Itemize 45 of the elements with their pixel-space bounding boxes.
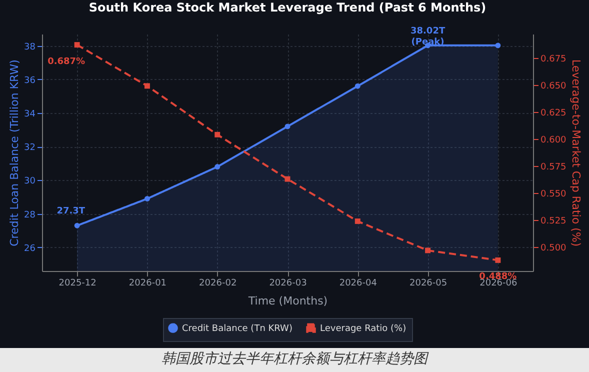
- point: [495, 42, 501, 48]
- y2-tick-label: 0.500: [540, 244, 567, 254]
- x-tick-label: 2025-12: [58, 278, 96, 288]
- point: [284, 176, 290, 182]
- y2-tick-label: 0.600: [540, 135, 567, 146]
- y-tick-label: 28: [24, 210, 36, 220]
- point: [495, 257, 501, 263]
- x-tick-label: 2026-03: [269, 278, 307, 288]
- point: [425, 248, 431, 254]
- y2-tick-label: 0.650: [540, 81, 567, 92]
- y-tick-label: 26: [24, 244, 36, 254]
- y-tick-label: 38: [24, 42, 36, 52]
- x-tick-label: 2026-05: [409, 278, 448, 288]
- point: [354, 218, 360, 224]
- y-tick-label: 30: [24, 176, 36, 187]
- y2-tick-label: 0.625: [540, 108, 566, 118]
- text: 韩国股市过去半年杠杆余额与杠杆率趋势图: [160, 350, 430, 369]
- point: [144, 196, 150, 202]
- legend-label: Leverage Ratio (%): [320, 324, 406, 334]
- point: [144, 83, 150, 89]
- data-label: 27.3T: [56, 206, 86, 217]
- y2-axis-title: Leverage-to-Market Cap Ratio (%): [569, 59, 582, 247]
- x-axis-title: Time (Months): [247, 294, 328, 308]
- point: [74, 222, 80, 228]
- y-tick-label: 36: [24, 76, 36, 86]
- data-label: 38.02T (Peak): [410, 26, 446, 48]
- point: [354, 83, 360, 89]
- point: [284, 124, 290, 130]
- y2-tick-label: 0.550: [540, 190, 567, 200]
- point: [74, 42, 80, 48]
- x-tick-label: 2026-04: [339, 278, 378, 288]
- y-axis-title: Credit Loan Balance (Trillion KRW): [8, 60, 22, 246]
- point: [214, 132, 220, 138]
- y2-tick-label: 0.525: [540, 216, 566, 227]
- point: [214, 164, 220, 170]
- chart-title: South Korea Stock Market Leverage Trend (Past 6 Months): [88, 0, 486, 14]
- y2-tick-label: 0.575: [540, 162, 566, 173]
- data-label: 0.687%: [48, 56, 86, 67]
- x-tick-label: 2026-06: [480, 278, 518, 288]
- y2-tick-label: 0.675: [540, 54, 566, 64]
- x-tick-label: 2026-01: [128, 278, 167, 288]
- y-tick-label: 32: [24, 143, 36, 154]
- x-tick-label: 2026-02: [199, 278, 237, 288]
- y-tick-label: 34: [24, 110, 36, 120]
- legend-label: Credit Balance (Tn KRW): [182, 324, 292, 334]
